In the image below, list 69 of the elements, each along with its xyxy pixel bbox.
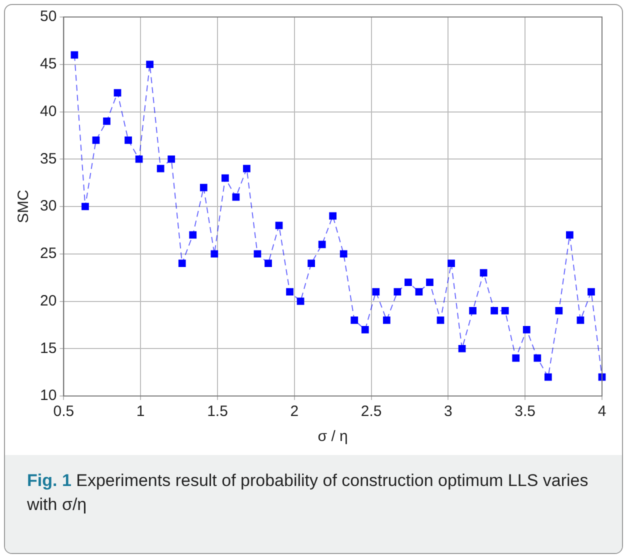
point bbox=[103, 118, 110, 125]
point bbox=[308, 260, 315, 268]
point bbox=[114, 89, 122, 96]
y-tick-label: 45 bbox=[40, 56, 57, 73]
point bbox=[404, 278, 412, 286]
point bbox=[490, 307, 498, 314]
point bbox=[544, 373, 552, 381]
point bbox=[221, 174, 229, 182]
x-tick-label: 0.5 bbox=[53, 403, 74, 420]
y-tick-label: 15 bbox=[40, 340, 57, 357]
point bbox=[426, 278, 434, 286]
point bbox=[576, 316, 584, 324]
point bbox=[415, 288, 423, 296]
x-tick-label: 3.5 bbox=[514, 403, 536, 420]
y-tick-label: 10 bbox=[40, 387, 57, 404]
point bbox=[168, 155, 176, 163]
point bbox=[372, 288, 380, 296]
y-tick-label: 40 bbox=[40, 102, 57, 120]
point bbox=[70, 51, 78, 59]
point bbox=[82, 202, 89, 210]
point bbox=[436, 316, 444, 324]
x-tick-label: 3 bbox=[444, 403, 452, 420]
caption: Fig. 1 Experiments result of probability of construction optimum LLS varies with σ/η bbox=[5, 455, 622, 553]
point bbox=[361, 326, 369, 334]
point bbox=[469, 307, 476, 314]
point bbox=[200, 184, 208, 192]
point bbox=[178, 260, 186, 268]
point bbox=[394, 288, 402, 296]
x-axis-title: σ / η bbox=[318, 428, 348, 446]
x-tick-label: 2.5 bbox=[360, 403, 382, 420]
point bbox=[340, 250, 348, 258]
point bbox=[92, 136, 100, 144]
x-tick-label: 4 bbox=[598, 403, 606, 420]
point bbox=[458, 344, 466, 352]
point bbox=[588, 288, 595, 296]
y-tick-label: 35 bbox=[40, 150, 57, 168]
point bbox=[156, 164, 164, 172]
point bbox=[534, 354, 542, 362]
point bbox=[210, 250, 218, 258]
point bbox=[382, 316, 390, 324]
point bbox=[135, 155, 143, 163]
y-tick-label: 50 bbox=[40, 8, 57, 26]
point bbox=[318, 240, 326, 248]
point bbox=[522, 326, 530, 334]
y-axis-title: SMC bbox=[15, 190, 32, 224]
y-tick-label: 25 bbox=[40, 245, 57, 262]
y-tick-label: 20 bbox=[40, 292, 57, 310]
point bbox=[555, 307, 563, 314]
point bbox=[243, 164, 250, 172]
point bbox=[286, 288, 294, 296]
point bbox=[146, 60, 154, 68]
x-tick-label: 1.5 bbox=[207, 403, 228, 420]
point bbox=[329, 212, 337, 220]
x-tick-label: 1 bbox=[136, 403, 145, 420]
point bbox=[264, 260, 272, 268]
point bbox=[275, 222, 283, 230]
point bbox=[480, 269, 488, 277]
point bbox=[448, 260, 455, 268]
y-tick-label: 30 bbox=[40, 198, 57, 215]
x-tick-label: 2 bbox=[290, 403, 299, 420]
point bbox=[566, 231, 574, 239]
point bbox=[124, 136, 132, 144]
point bbox=[254, 250, 262, 258]
point bbox=[350, 316, 358, 324]
point bbox=[232, 193, 240, 201]
point bbox=[189, 231, 197, 239]
point bbox=[501, 307, 509, 314]
point bbox=[296, 298, 304, 305]
point bbox=[512, 354, 520, 362]
